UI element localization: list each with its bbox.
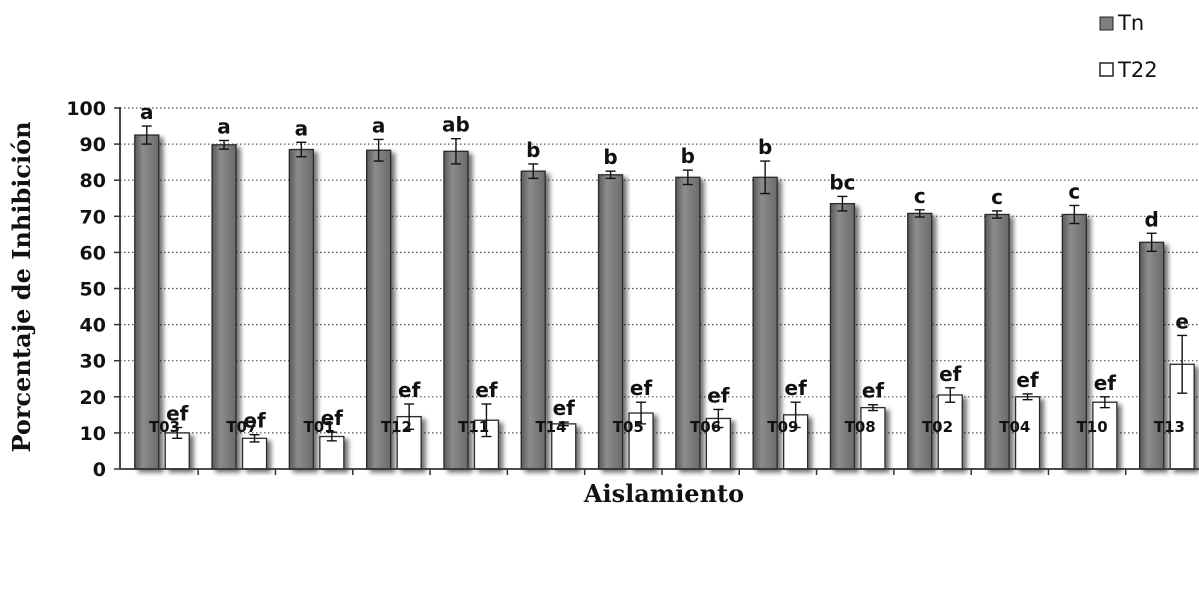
significance-letter: ef	[785, 376, 808, 400]
x-tick-label: T10	[1077, 418, 1108, 436]
significance-letter: c	[914, 184, 926, 208]
y-tick-label: 90	[80, 134, 106, 156]
significance-letter: b	[603, 145, 617, 169]
significance-letter: b	[526, 138, 540, 162]
y-tick-label: 80	[80, 170, 106, 192]
significance-letter: ef	[553, 396, 576, 420]
y-tick-label: 10	[80, 423, 106, 445]
y-tick-label: 50	[80, 279, 106, 301]
significance-letter: ef	[862, 379, 885, 403]
legend-label-t22: T22	[1117, 58, 1158, 82]
significance-letter: c	[1068, 179, 1080, 203]
x-tick-label: T07	[226, 418, 257, 436]
y-tick-label: 40	[80, 315, 106, 337]
legend-swatch-t22	[1099, 62, 1114, 77]
legend-label-tn: Tn	[1117, 11, 1144, 35]
significance-letter: ef	[243, 409, 266, 433]
significance-letter: ef	[398, 378, 421, 402]
bar-tn	[134, 134, 160, 470]
y-tick-label: 0	[93, 459, 106, 481]
y-axis-title: Porcentaje de Inhibición	[7, 121, 36, 452]
bar-tn	[211, 144, 237, 470]
significance-letter: a	[372, 113, 386, 137]
axes	[119, 107, 1199, 470]
bar-t22	[860, 406, 886, 470]
bar-t22	[241, 437, 268, 470]
significance-letter: ef	[939, 362, 962, 386]
significance-letter: ef	[321, 406, 344, 430]
significance-letter: b	[758, 135, 772, 159]
bar-tn	[752, 176, 778, 470]
x-tick-label: T09	[767, 418, 798, 436]
x-tick-label: T14	[535, 418, 566, 436]
x-tick-label: T05	[613, 418, 644, 436]
significance-letter: ab	[442, 113, 470, 137]
y-tick-label: 100	[66, 98, 106, 120]
significance-letter: ef	[1016, 368, 1039, 392]
bar-tn	[288, 148, 315, 470]
y-axis-ticks: 0 10 20 30 40 50 60 70 80 90 100	[66, 98, 120, 481]
x-tick-label: T08	[845, 418, 876, 436]
y-tick-label: 30	[80, 351, 106, 373]
legend: Tn T22	[1099, 11, 1158, 82]
significance-letter: ef	[1094, 371, 1117, 395]
significance-letter: ef	[166, 401, 189, 425]
x-tick-label: T04	[999, 418, 1030, 436]
significance-letter: a	[295, 116, 309, 140]
x-tick-label: T01	[304, 418, 335, 436]
significance-letter: e	[1175, 309, 1189, 333]
y-tick-label: 20	[80, 387, 106, 409]
significance-letter: a	[140, 100, 154, 124]
x-axis-title: Aislamiento	[583, 479, 744, 508]
y-tick-label: 70	[80, 206, 106, 228]
significance-letter: ef	[630, 376, 653, 400]
significance-letter: c	[991, 185, 1003, 209]
bar-tn	[675, 176, 701, 470]
bars: a ef a ef a ef a ef ab ef b ef b ef b ef b ef bc ef c ef c ef c e…	[134, 100, 1195, 470]
significance-letter: bc	[829, 170, 855, 194]
x-tick-label: T06	[690, 418, 721, 436]
significance-letter: b	[681, 144, 695, 168]
x-tick-label: T11	[458, 418, 489, 436]
x-tick-label: T02	[922, 418, 953, 436]
bar-t22	[1092, 401, 1118, 470]
x-tick-label: T03	[149, 418, 180, 436]
bar-tn	[597, 174, 624, 470]
significance-letter: ef	[707, 383, 730, 407]
significance-letter: ef	[475, 378, 498, 402]
x-tick-label: T12	[381, 418, 412, 436]
significance-letter: d	[1144, 207, 1158, 231]
x-axis-ticks: T03 T07 T01 T12 T11 T14 T05 T06 T09 T08 T02 T04 T10 T…	[149, 418, 1185, 475]
x-tick-label: T13	[1154, 418, 1185, 436]
y-tick-label: 60	[80, 242, 106, 264]
legend-swatch-tn	[1099, 16, 1114, 31]
significance-letter: a	[217, 114, 231, 138]
